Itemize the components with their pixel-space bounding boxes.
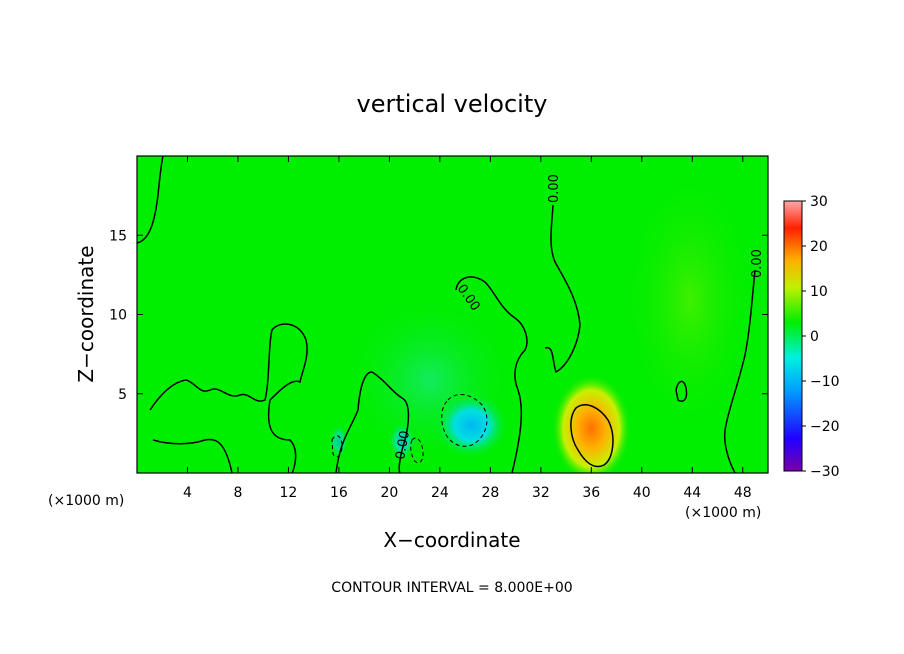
colorbar-tick-label: 20 [810,239,828,255]
zero-contour-low-left [149,323,308,473]
zero-contour-right-top [544,204,581,374]
plot-area [137,156,768,473]
contour-label-4: 0.00 [393,430,413,461]
x-tick-label: 16 [330,485,348,501]
downdraft-core [433,391,510,460]
x-unit-label-left: (×1000 m) [48,493,124,509]
colorbar-tick-label: 10 [810,284,828,300]
x-tick-label: 20 [380,485,398,501]
x-tick-label: 44 [683,485,701,501]
downdraft-small-b [328,423,349,460]
x-axis: 4 8 12 16 20 24 28 32 36 40 44 48 [183,156,752,501]
y-tick-label: 15 [109,228,127,244]
x-tick-label: 28 [481,485,499,501]
y-tick-label: 5 [118,387,127,403]
zero-contour-small-loop [675,380,688,402]
x-axis-label: X−coordinate [383,528,520,552]
x-unit-label-right: (×1000 m) [685,505,761,521]
zero-contour-mid [335,371,410,473]
field-weak-updraft-region [620,160,760,440]
x-tick-label: 32 [532,485,550,501]
x-tick-label: 12 [280,485,298,501]
contour-interval-note: CONTOUR INTERVAL = 8.000E+00 [331,580,572,596]
x-tick-label: 48 [734,485,752,501]
y-axis: 5 10 15 [109,228,768,403]
x-tick-label: 24 [431,485,449,501]
colorbar-tick-label: −20 [810,419,840,435]
colorbar-tick-label: 0 [810,329,819,345]
y-tick-label: 10 [109,308,127,324]
contour-label-1: 0.00 [547,174,562,203]
neg-contour-downdraft [441,394,488,447]
x-tick-label: 36 [582,485,600,501]
colorbar-tick-label: −30 [810,464,840,480]
y-axis-label: Z−coordinate [74,245,98,382]
x-tick-label: 40 [633,485,651,501]
neg-contour-small-a [410,437,424,464]
zero-contour-right [723,269,756,473]
zero-contour-upper-mid [455,276,528,473]
x-tick-label: 8 [233,485,242,501]
contour-label-2: 0.00 [750,249,765,278]
zero-contour-low-left-b [152,438,233,473]
updraft-core [551,373,632,473]
colorbar-tick-label: 30 [810,194,828,210]
zero-contour-updraft [570,404,614,468]
downdraft-small-a [388,421,417,462]
colorbar-ticks: 30 20 10 0 −10 −20 −30 [802,194,840,480]
zero-contour-left-top [137,156,164,244]
colorbar-tick-label: −10 [810,374,840,390]
colorbar [783,200,803,472]
x-tick-label: 4 [183,485,192,501]
chart-title: vertical velocity [357,90,548,118]
